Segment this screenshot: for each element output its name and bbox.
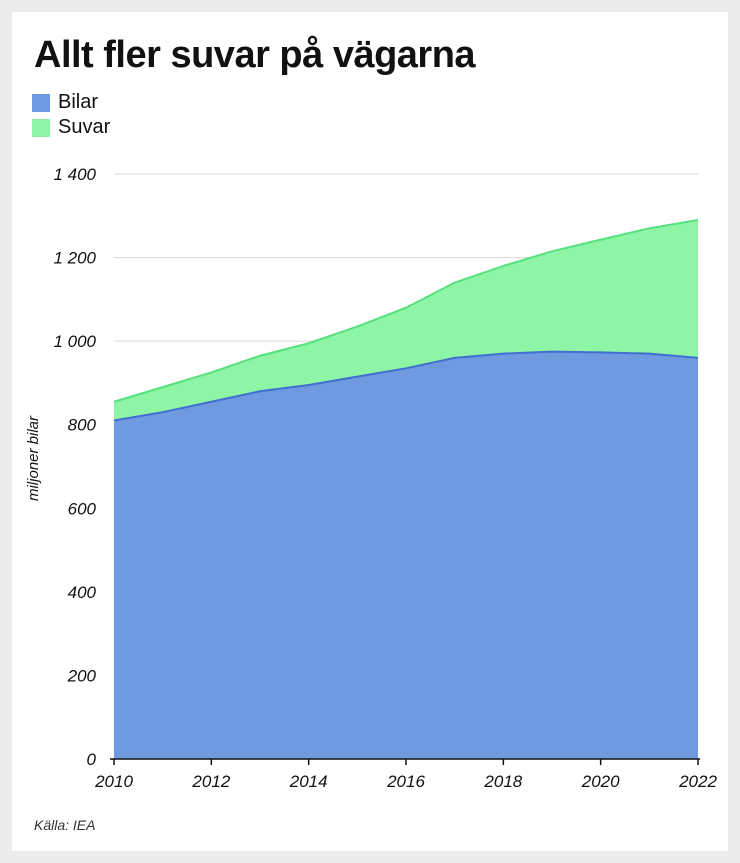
chart-card: Allt fler suvar på vägarna Bilar Suvar 2… — [12, 12, 728, 851]
x-tick-label-2022: 2022 — [678, 772, 717, 791]
chart-plot-area: 2010 2012 2014 2016 2018 2020 2022 0 200 400 600 80… — [25, 165, 717, 791]
y-tick-label-1200: 1 200 — [53, 249, 96, 268]
legend-item-suvar: Suvar — [32, 115, 110, 140]
legend-swatch-bilar — [32, 93, 50, 112]
y-tick-label-0: 0 — [87, 750, 97, 769]
source-note: Källa: IEA — [34, 817, 96, 833]
y-tick-label-800: 800 — [68, 416, 97, 435]
y-tick-label-1400: 1 400 — [53, 165, 96, 184]
y-tick-label-1000: 1 000 — [53, 332, 96, 351]
line-bilar-top — [113, 350, 699, 422]
x-tick-label-2020: 2020 — [581, 772, 620, 791]
legend-swatch-suvar — [32, 118, 50, 137]
x-tick-label-2014: 2014 — [289, 772, 328, 791]
area-bilar — [114, 351, 698, 759]
chart-legend: Bilar Suvar — [32, 90, 110, 140]
chart-title: Allt fler suvar på vägarna — [34, 34, 476, 76]
x-tick-label-2012: 2012 — [191, 772, 230, 791]
area-suvar — [114, 219, 698, 421]
legend-label-suvar: Suvar — [58, 116, 111, 138]
y-tick-label-600: 600 — [68, 499, 97, 518]
legend-label-bilar: Bilar — [58, 91, 99, 113]
y-axis-label: miljoner bilar — [25, 415, 42, 501]
x-tick-label-2016: 2016 — [386, 772, 425, 791]
line-suvar-top — [113, 218, 699, 403]
x-tick-label-2010: 2010 — [94, 772, 133, 791]
x-tick-label-2018: 2018 — [483, 772, 522, 791]
legend-item-bilar: Bilar — [32, 90, 110, 115]
y-tick-label-400: 400 — [68, 583, 97, 602]
y-tick-label-200: 200 — [67, 666, 97, 685]
